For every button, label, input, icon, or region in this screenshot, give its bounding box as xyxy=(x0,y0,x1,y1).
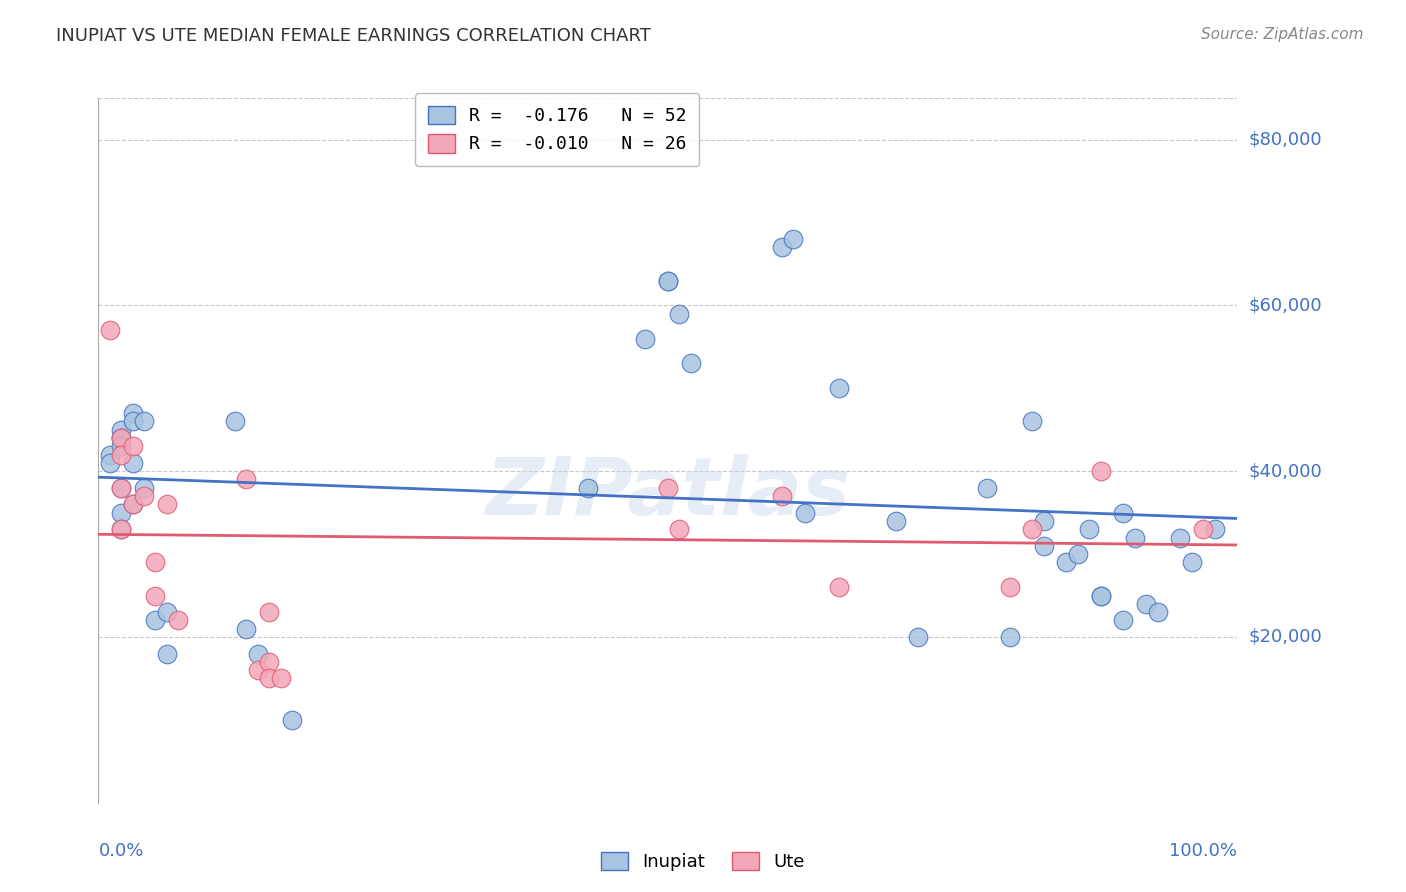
Text: $80,000: $80,000 xyxy=(1249,130,1322,149)
Point xyxy=(668,522,690,536)
Text: ZIPatlas: ZIPatlas xyxy=(485,454,851,532)
Point xyxy=(1181,555,1204,569)
Point xyxy=(110,448,132,462)
Point xyxy=(224,414,246,428)
Point xyxy=(1146,605,1168,619)
Point xyxy=(1112,614,1135,628)
Point xyxy=(657,273,679,287)
Point xyxy=(156,497,179,511)
Point xyxy=(1067,547,1090,561)
Point xyxy=(828,580,851,594)
Point xyxy=(576,481,599,495)
Point xyxy=(1123,531,1146,545)
Point xyxy=(1032,514,1054,528)
Point xyxy=(1204,522,1226,536)
Point xyxy=(1032,539,1054,553)
Point xyxy=(782,232,804,246)
Point xyxy=(110,522,132,536)
Point xyxy=(132,481,155,495)
Point xyxy=(281,713,304,727)
Point xyxy=(98,456,121,470)
Point xyxy=(1090,589,1112,603)
Text: 0.0%: 0.0% xyxy=(98,841,143,860)
Point xyxy=(110,481,132,495)
Point xyxy=(657,273,679,287)
Point xyxy=(828,381,851,395)
Point xyxy=(259,672,281,686)
Point xyxy=(1078,522,1101,536)
Point xyxy=(132,414,155,428)
Point xyxy=(793,506,815,520)
Point xyxy=(246,647,269,661)
Point xyxy=(121,497,143,511)
Point xyxy=(98,323,121,337)
Point xyxy=(998,580,1021,594)
Point xyxy=(679,356,702,370)
Point xyxy=(1112,506,1135,520)
Point xyxy=(132,489,155,503)
Point xyxy=(634,332,657,346)
Point xyxy=(110,431,132,445)
Point xyxy=(235,473,257,487)
Legend: R =  -0.176   N = 52, R =  -0.010   N = 26: R = -0.176 N = 52, R = -0.010 N = 26 xyxy=(415,93,699,166)
Legend: Inupiat, Ute: Inupiat, Ute xyxy=(593,845,813,879)
Point xyxy=(907,630,929,644)
Point xyxy=(259,605,281,619)
Point xyxy=(1090,589,1112,603)
Text: 100.0%: 100.0% xyxy=(1170,841,1237,860)
Point xyxy=(259,655,281,669)
Point xyxy=(1021,414,1043,428)
Point xyxy=(110,481,132,495)
Point xyxy=(998,630,1021,644)
Point xyxy=(145,589,167,603)
Text: $20,000: $20,000 xyxy=(1249,628,1322,646)
Point xyxy=(1021,522,1043,536)
Point xyxy=(145,614,167,628)
Point xyxy=(121,414,143,428)
Point xyxy=(156,647,179,661)
Point xyxy=(121,406,143,420)
Point xyxy=(121,497,143,511)
Point xyxy=(668,307,690,321)
Point xyxy=(110,522,132,536)
Point xyxy=(167,614,190,628)
Point xyxy=(1192,522,1215,536)
Point xyxy=(235,622,257,636)
Point xyxy=(270,672,292,686)
Point xyxy=(110,423,132,437)
Point xyxy=(246,663,269,677)
Point xyxy=(110,431,132,445)
Point xyxy=(121,456,143,470)
Point xyxy=(770,240,793,254)
Point xyxy=(145,555,167,569)
Point xyxy=(110,439,132,453)
Text: INUPIAT VS UTE MEDIAN FEMALE EARNINGS CORRELATION CHART: INUPIAT VS UTE MEDIAN FEMALE EARNINGS CO… xyxy=(56,27,651,45)
Point xyxy=(657,481,679,495)
Point xyxy=(1170,531,1192,545)
Point xyxy=(110,506,132,520)
Point xyxy=(156,605,179,619)
Point xyxy=(1135,597,1157,611)
Point xyxy=(110,431,132,445)
Point xyxy=(884,514,907,528)
Text: $40,000: $40,000 xyxy=(1249,462,1322,480)
Point xyxy=(121,439,143,453)
Point xyxy=(770,489,793,503)
Point xyxy=(1090,464,1112,478)
Point xyxy=(976,481,998,495)
Text: Source: ZipAtlas.com: Source: ZipAtlas.com xyxy=(1201,27,1364,42)
Text: $60,000: $60,000 xyxy=(1249,296,1322,314)
Point xyxy=(1054,555,1078,569)
Point xyxy=(98,448,121,462)
